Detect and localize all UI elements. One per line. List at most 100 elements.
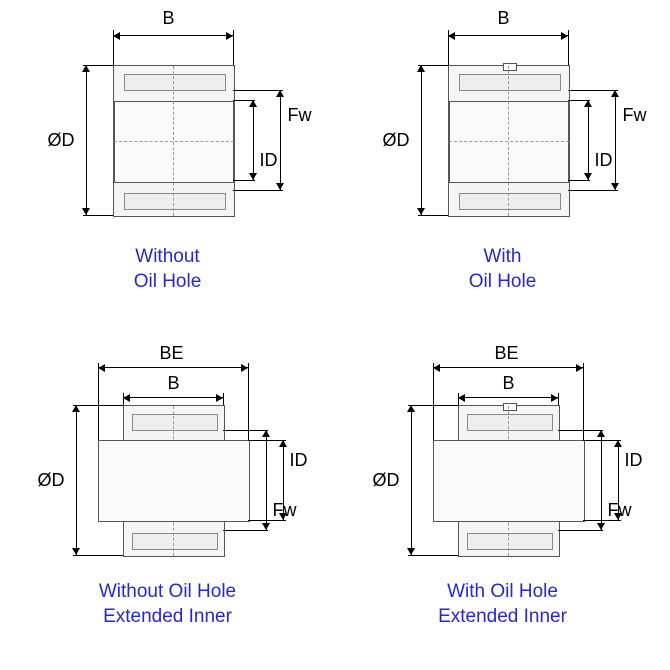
dim-ext bbox=[408, 405, 458, 406]
dim-fw-line bbox=[266, 430, 267, 530]
dim-label-fw: Fw bbox=[288, 105, 312, 126]
dim-ext bbox=[83, 215, 113, 216]
dim-label-id: ID bbox=[290, 450, 308, 471]
dim-ext bbox=[98, 363, 99, 443]
dim-label-od: ØD bbox=[373, 470, 400, 491]
caption-line2: Oil Hole bbox=[469, 271, 537, 292]
dim-label-fw: Fw bbox=[623, 105, 647, 126]
dim-label-b: B bbox=[168, 373, 180, 394]
dim-label-id: ID bbox=[595, 150, 613, 171]
roller-top bbox=[132, 414, 218, 431]
dim-be-line bbox=[433, 367, 583, 368]
dim-fw-line bbox=[280, 90, 281, 190]
dim-od-line bbox=[421, 65, 422, 215]
dim-ext bbox=[418, 65, 448, 66]
dim-ext bbox=[558, 430, 603, 431]
dim-ext bbox=[568, 100, 590, 101]
diagram-grid: B ØD Fw ID bbox=[0, 0, 670, 670]
caption-line1: With Oil Hole bbox=[447, 581, 558, 602]
dim-ext bbox=[233, 30, 234, 70]
dim-label-b: B bbox=[163, 8, 175, 29]
dim-b-line bbox=[123, 397, 223, 398]
dim-b-line bbox=[448, 35, 568, 36]
dim-label-fw: Fw bbox=[273, 500, 297, 521]
centerline-h bbox=[114, 141, 234, 142]
bearing-diagram: BE B ØD ID Fw bbox=[363, 345, 643, 575]
dim-b-line bbox=[113, 35, 233, 36]
roller-top bbox=[467, 414, 553, 431]
dim-ext bbox=[418, 215, 448, 216]
roller-top bbox=[459, 74, 561, 91]
dim-ext bbox=[248, 363, 249, 443]
bearing-inner bbox=[449, 101, 569, 183]
bearing-outer bbox=[448, 65, 570, 217]
roller-bottom bbox=[459, 193, 561, 210]
dim-ext bbox=[408, 555, 458, 556]
dim-label-be: BE bbox=[495, 343, 519, 364]
caption-line2: Oil Hole bbox=[134, 271, 202, 292]
caption-line2: Extended Inner bbox=[438, 606, 567, 627]
cell-without-oil-hole: B ØD Fw ID bbox=[0, 0, 335, 335]
dim-label-id: ID bbox=[625, 450, 643, 471]
dim-ext bbox=[73, 555, 123, 556]
dim-label-b: B bbox=[498, 8, 510, 29]
dim-fw-line bbox=[601, 430, 602, 530]
caption: With Oil Hole Extended Inner bbox=[438, 580, 567, 629]
dim-label-od: ØD bbox=[48, 130, 75, 151]
dim-be-line bbox=[98, 367, 248, 368]
cell-without-oil-hole-ext: BE B ØD ID bbox=[0, 335, 335, 670]
dim-ext bbox=[568, 190, 618, 191]
caption-line1: Without Oil Hole bbox=[99, 581, 236, 602]
bearing-inner bbox=[114, 101, 234, 183]
caption-line1: With bbox=[483, 246, 521, 267]
caption: Without Oil Hole Extended Inner bbox=[99, 580, 236, 629]
dim-ext bbox=[113, 30, 114, 70]
dim-label-be: BE bbox=[160, 343, 184, 364]
dim-id-line bbox=[588, 100, 589, 180]
dim-ext bbox=[568, 180, 590, 181]
centerline-v bbox=[508, 66, 509, 216]
roller-top bbox=[124, 74, 226, 91]
caption: With Oil Hole bbox=[469, 245, 537, 294]
bearing-diagram: B ØD Fw ID bbox=[363, 10, 643, 240]
dim-ext bbox=[448, 30, 449, 70]
bearing-diagram: BE B ØD ID bbox=[28, 345, 308, 575]
dim-ext bbox=[558, 530, 603, 531]
roller-bottom bbox=[132, 533, 218, 550]
dim-od-line bbox=[86, 65, 87, 215]
dim-label-fw: Fw bbox=[608, 500, 632, 521]
centerline-v bbox=[173, 66, 174, 216]
bearing-inner-ext bbox=[433, 440, 585, 522]
dim-fw-line bbox=[615, 90, 616, 190]
dim-ext bbox=[233, 90, 283, 91]
dim-ext bbox=[233, 190, 283, 191]
dim-id-line bbox=[253, 100, 254, 180]
roller-bottom bbox=[467, 533, 553, 550]
dim-ext bbox=[568, 90, 618, 91]
dim-od-line bbox=[411, 405, 412, 555]
oil-hole bbox=[503, 403, 517, 411]
roller-bottom bbox=[124, 193, 226, 210]
dim-ext bbox=[583, 363, 584, 443]
caption-line1: Without bbox=[135, 246, 199, 267]
cell-with-oil-hole: B ØD Fw ID bbox=[335, 0, 670, 335]
bearing-diagram: B ØD Fw ID bbox=[28, 10, 308, 240]
dim-ext bbox=[233, 180, 255, 181]
dim-ext bbox=[83, 65, 113, 66]
dim-label-id: ID bbox=[260, 150, 278, 171]
bearing-outer bbox=[113, 65, 235, 217]
dim-ext bbox=[583, 440, 621, 441]
dim-label-b: B bbox=[503, 373, 515, 394]
caption: Without Oil Hole bbox=[134, 245, 202, 294]
dim-ext bbox=[248, 440, 286, 441]
centerline-h bbox=[449, 141, 569, 142]
dim-ext bbox=[223, 430, 268, 431]
cell-with-oil-hole-ext: BE B ØD ID Fw bbox=[335, 335, 670, 670]
dim-od-line bbox=[76, 405, 77, 555]
dim-ext bbox=[223, 530, 268, 531]
oil-hole bbox=[503, 63, 517, 71]
caption-line2: Extended Inner bbox=[103, 606, 232, 627]
bearing-inner-ext bbox=[98, 440, 250, 522]
dim-ext bbox=[433, 363, 434, 443]
dim-label-od: ØD bbox=[383, 130, 410, 151]
